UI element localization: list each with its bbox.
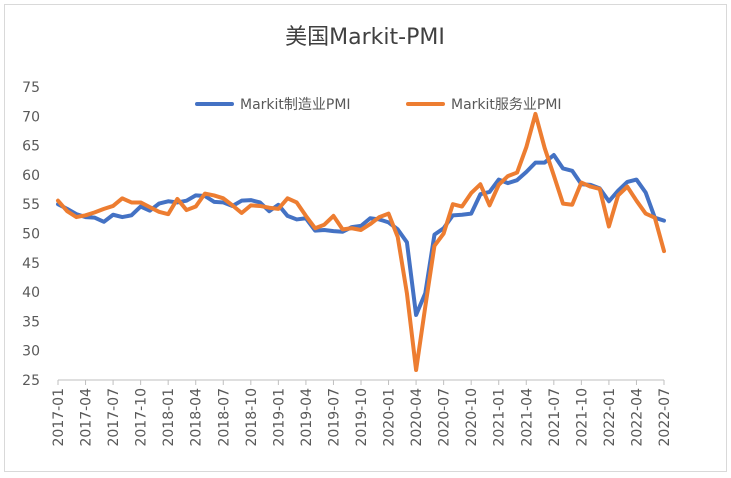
x-tick-label: 2020-10: [464, 388, 480, 447]
y-axis-ticks: 75 70 65 60 55 50 45 40 35 30 25: [22, 80, 40, 389]
series-lines: [56, 111, 666, 373]
x-tick-label: 2019-01: [271, 388, 287, 447]
x-tick-label: 2022-04: [629, 388, 645, 447]
y-tick-label: 25: [22, 373, 40, 389]
x-tick-label: 2019-07: [326, 388, 342, 447]
series-line-services: [56, 111, 666, 373]
x-tick-label: 2022-07: [657, 388, 673, 447]
legend: Markit制造业PMI Markit服务业PMI: [195, 97, 562, 113]
x-tick-label: 2020-01: [382, 388, 398, 447]
x-tick-label: 2017-07: [106, 388, 122, 447]
x-axis-ticks: 2017-01 2017-04 2017-07 2017-10 2018-01 2018-…: [51, 380, 673, 447]
x-tick-label: 2021-10: [574, 388, 590, 447]
x-tick-label: 2017-04: [79, 388, 95, 447]
x-tick-label: 2018-04: [189, 388, 205, 447]
x-tick-label: 2017-10: [134, 388, 150, 447]
chart-frame: [4, 4, 727, 472]
series-line-manufacturing: [56, 152, 666, 317]
x-tick-label: 2017-01: [51, 388, 67, 447]
y-tick-label: 55: [22, 197, 40, 213]
y-tick-label: 30: [22, 344, 40, 360]
x-tick-label: 2019-10: [354, 388, 370, 447]
y-tick-label: 35: [22, 314, 40, 330]
legend-label-services: Markit服务业PMI: [451, 97, 562, 113]
x-tick-label: 2020-07: [437, 388, 453, 447]
y-tick-label: 75: [22, 80, 40, 96]
x-tick-label: 2021-01: [492, 388, 508, 447]
y-tick-label: 40: [22, 285, 40, 301]
y-tick-label: 50: [22, 227, 40, 243]
y-tick-label: 45: [22, 256, 40, 272]
x-tick-label: 2018-10: [244, 388, 260, 447]
y-tick-label: 65: [22, 139, 40, 155]
x-tick-label: 2018-01: [161, 388, 177, 447]
x-tick-label: 2020-04: [409, 388, 425, 447]
legend-label-manufacturing: Markit制造业PMI: [240, 97, 351, 113]
y-tick-label: 60: [22, 168, 40, 184]
x-tick-label: 2021-04: [519, 388, 535, 447]
y-tick-label: 70: [22, 109, 40, 125]
x-tick-label: 2021-07: [547, 388, 563, 447]
x-tick-label: 2018-07: [216, 388, 232, 447]
x-tick-label: 2019-04: [299, 388, 315, 447]
chart-title: 美国Markit-PMI: [285, 25, 445, 50]
x-tick-label: 2022-01: [602, 388, 618, 447]
